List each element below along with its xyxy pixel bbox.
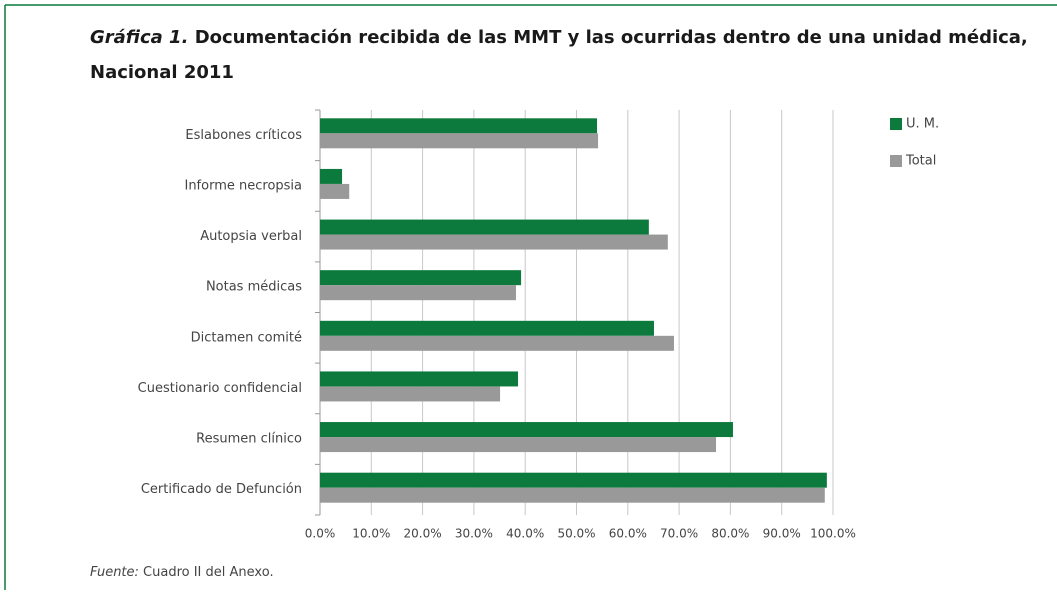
bar — [320, 133, 599, 149]
bar — [320, 335, 674, 351]
x-tick-label: 80.0% — [711, 527, 749, 541]
bar — [320, 118, 598, 134]
x-tick-label: 100.0% — [810, 527, 856, 541]
bar — [320, 234, 668, 250]
y-tick-label: Certificado de Defunción — [141, 482, 302, 497]
bar — [320, 437, 717, 453]
title-label: Gráfica 1. — [90, 27, 188, 48]
bar — [320, 183, 350, 199]
chart-title-line2: Nacional 2011 — [90, 62, 234, 83]
bar — [320, 371, 519, 387]
legend-label: U. M. — [906, 117, 939, 132]
y-tick-label: Resumen clínico — [196, 432, 302, 447]
x-tick-label: 90.0% — [763, 527, 801, 541]
bar — [320, 386, 501, 402]
bar — [320, 487, 825, 503]
y-tick-label: Eslabones críticos — [185, 128, 302, 143]
y-tick-label: Informe necropsia — [184, 178, 302, 193]
bar — [320, 270, 522, 286]
x-tick-label: 10.0% — [352, 527, 390, 541]
chart-title: Gráfica 1. Documentación recibida de las… — [90, 27, 1028, 48]
legend-swatch — [890, 155, 902, 167]
bar — [320, 422, 733, 438]
legend-label: Total — [905, 154, 936, 169]
source-label: Fuente: — [90, 565, 139, 580]
title-text: Documentación recibida de las MMT y las … — [195, 27, 1028, 48]
x-tick-label: 20.0% — [404, 527, 442, 541]
x-tick-label: 30.0% — [455, 527, 493, 541]
x-tick-label: 50.0% — [557, 527, 595, 541]
y-tick-label: Autopsia verbal — [200, 229, 302, 244]
x-tick-label: 70.0% — [660, 527, 698, 541]
bar — [320, 219, 649, 235]
bar — [320, 285, 516, 301]
source: Fuente: Cuadro II del Anexo. — [90, 565, 274, 580]
source-text: Cuadro II del Anexo. — [143, 565, 274, 580]
y-tick-label: Dictamen comité — [191, 330, 302, 345]
x-tick-label: 0.0% — [305, 527, 336, 541]
x-tick-label: 60.0% — [609, 527, 647, 541]
bar — [320, 168, 343, 184]
bar — [320, 472, 827, 488]
bar — [320, 320, 654, 336]
x-tick-label: 40.0% — [506, 527, 544, 541]
y-tick-label: Cuestionario confidencial — [138, 381, 302, 396]
legend-swatch — [890, 118, 902, 130]
y-tick-label: Notas médicas — [206, 280, 302, 295]
